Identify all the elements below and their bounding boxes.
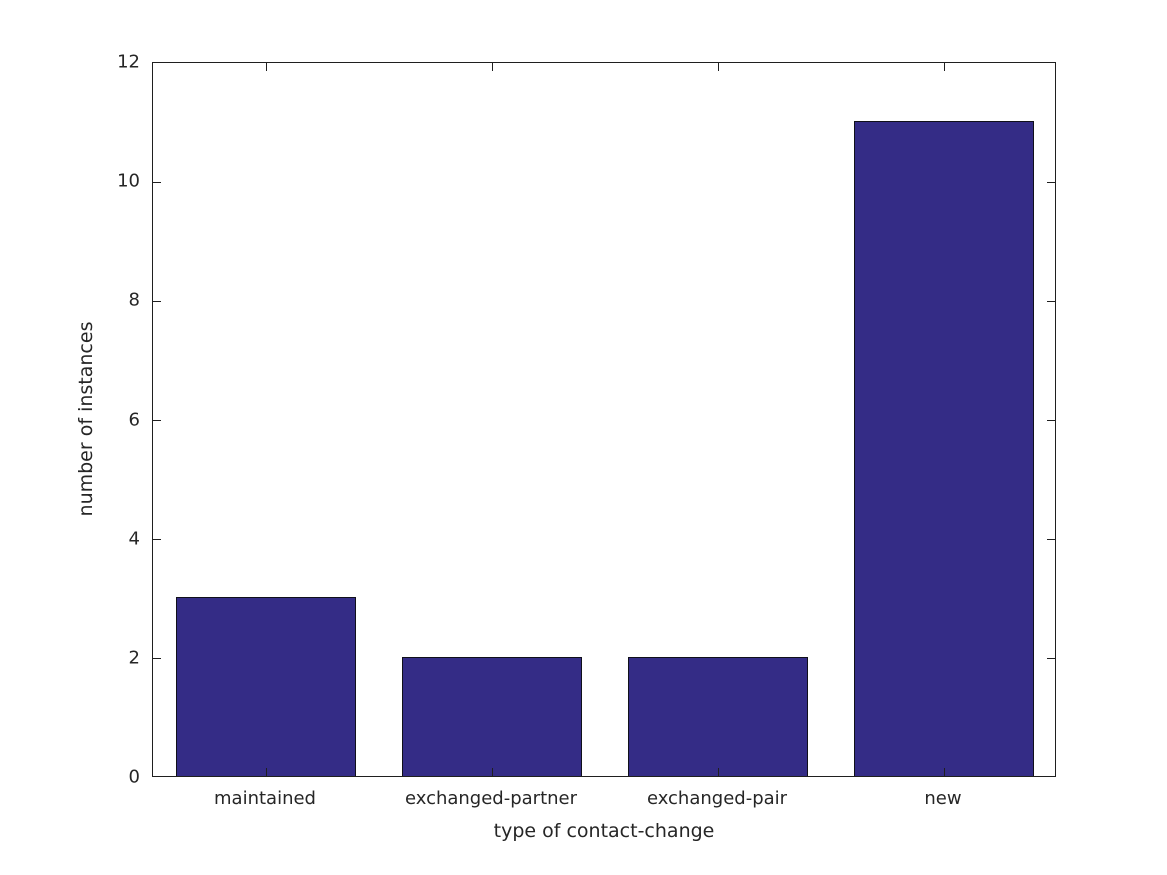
x-tick-mark bbox=[943, 768, 945, 776]
x-axis-title: type of contact-change bbox=[493, 820, 715, 842]
x-category-label-exchanged-pair: exchanged-pair bbox=[646, 788, 788, 809]
x-category-label-maintained: maintained bbox=[214, 788, 316, 809]
x-tick-mark bbox=[265, 63, 267, 71]
bar-exchanged-pair bbox=[627, 656, 809, 776]
y-tick-label: 8 bbox=[128, 289, 140, 311]
y-tick-mark bbox=[1047, 539, 1055, 541]
x-tick-mark bbox=[717, 768, 719, 776]
y-tick-mark bbox=[153, 181, 161, 183]
y-tick-label: 12 bbox=[117, 51, 140, 73]
x-tick-mark bbox=[491, 768, 493, 776]
y-tick-label: 10 bbox=[117, 170, 140, 192]
x-tick-mark bbox=[265, 768, 267, 776]
x-category-label-exchanged-partner: exchanged-partner bbox=[404, 788, 578, 809]
y-tick-label: 6 bbox=[128, 409, 140, 430]
y-tick-mark bbox=[1047, 420, 1055, 421]
y-tick-mark bbox=[1047, 300, 1055, 302]
y-tick-label: 2 bbox=[128, 647, 140, 669]
bar-maintained bbox=[175, 597, 357, 776]
bar-new bbox=[853, 120, 1035, 776]
plot-area bbox=[152, 62, 1056, 777]
y-tick-label: 0 bbox=[128, 766, 140, 788]
bar-exchanged-partner bbox=[401, 656, 583, 776]
x-category-label-new: new bbox=[924, 788, 962, 809]
y-tick-mark bbox=[153, 539, 161, 541]
x-tick-mark bbox=[717, 63, 719, 71]
y-axis-title: number of instances bbox=[75, 321, 97, 517]
x-tick-mark bbox=[943, 63, 945, 71]
y-tick-label: 4 bbox=[128, 528, 140, 550]
y-tick-mark bbox=[153, 420, 161, 421]
y-tick-mark bbox=[1047, 181, 1055, 183]
y-tick-mark bbox=[153, 658, 161, 660]
y-tick-mark bbox=[153, 300, 161, 302]
x-tick-mark bbox=[491, 63, 493, 71]
y-tick-mark bbox=[1047, 658, 1055, 660]
